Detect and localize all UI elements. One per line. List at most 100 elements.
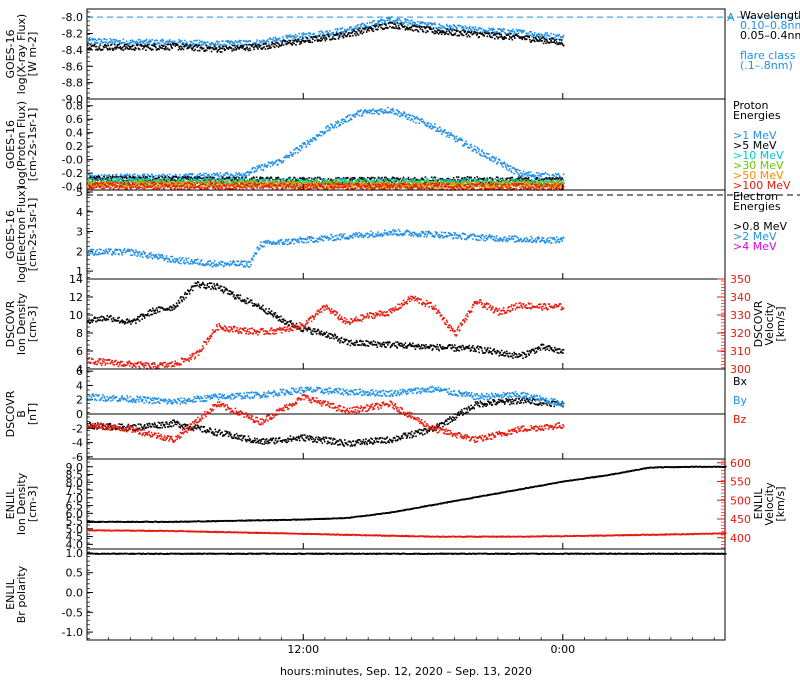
data-point [337, 120, 339, 122]
data-point [265, 43, 267, 45]
data-point [268, 37, 271, 39]
data-point [268, 178, 271, 180]
data-point [255, 183, 257, 185]
data-point [139, 44, 142, 47]
data-point [292, 40, 295, 42]
legend-proton-1: Energies [733, 109, 781, 122]
data-point [199, 186, 202, 188]
data-point [342, 37, 345, 39]
data-point [396, 114, 399, 116]
data-point [491, 36, 494, 39]
data-point [274, 186, 277, 189]
ylabel-proton-0: GOES-16 [4, 120, 17, 169]
data-point [490, 36, 492, 38]
data-point [369, 112, 371, 114]
data-point [128, 178, 130, 180]
data-point [475, 149, 477, 152]
data-point [458, 25, 460, 27]
data-point [491, 177, 494, 180]
data-point [282, 36, 284, 38]
data-point [294, 33, 297, 36]
data-point [309, 143, 311, 146]
data-point [103, 183, 105, 185]
data-point [291, 179, 293, 182]
data-point [398, 180, 400, 182]
data-point [196, 177, 198, 180]
data-point [543, 173, 545, 175]
data-point [416, 178, 419, 181]
data-point [442, 180, 444, 182]
data-point [227, 173, 229, 175]
data-point [280, 40, 282, 42]
data-point [302, 39, 305, 42]
data-point [203, 186, 205, 188]
data-point [486, 177, 489, 180]
data-point [259, 176, 262, 178]
data-point [402, 176, 405, 179]
data-point [440, 27, 443, 30]
data-point [348, 32, 350, 34]
data-point [509, 177, 511, 180]
data-point [417, 181, 419, 184]
data-point [205, 184, 208, 187]
data-point [508, 165, 510, 167]
data-point [345, 121, 348, 123]
data-point [117, 44, 119, 46]
data-point [207, 182, 210, 185]
data-point [95, 42, 97, 44]
data-point [412, 179, 415, 182]
data-point [99, 177, 102, 179]
data-point [562, 173, 565, 176]
data-point [509, 165, 512, 167]
data-point [188, 186, 190, 189]
data-point [357, 23, 359, 26]
data-point [436, 128, 439, 131]
data-point [220, 43, 223, 46]
data-point [136, 180, 138, 183]
data-point [517, 176, 520, 179]
data-point [130, 181, 133, 184]
data-point [342, 178, 344, 180]
data-point [232, 174, 234, 177]
data-point [538, 183, 540, 186]
data-point [118, 178, 121, 181]
data-point [338, 177, 340, 179]
data-point [485, 180, 487, 182]
series-xray-1 [87, 21, 565, 53]
data-point [129, 39, 132, 42]
data-point [389, 182, 391, 184]
data-point [228, 43, 231, 45]
data-point [88, 174, 91, 176]
data-point [476, 29, 479, 32]
data-point [396, 179, 399, 182]
data-point [527, 32, 529, 35]
data-point [143, 184, 146, 187]
data-point [395, 177, 398, 179]
data-point [388, 19, 390, 21]
data-point [343, 179, 345, 182]
data-point [525, 177, 528, 180]
data-point [229, 174, 232, 177]
data-point [524, 177, 526, 180]
data-point [507, 180, 510, 182]
data-point [87, 185, 89, 188]
data-point [122, 46, 124, 49]
data-point [211, 183, 213, 186]
data-point [467, 34, 470, 37]
data-point [476, 146, 479, 149]
data-point [267, 38, 269, 41]
data-point [102, 41, 105, 44]
ytick-label-xray-0: -8.0 [62, 11, 83, 24]
data-point [162, 41, 164, 43]
data-point [98, 178, 100, 180]
data-point [228, 41, 230, 43]
data-point [299, 177, 301, 179]
data-point [300, 32, 303, 35]
data-point [477, 178, 480, 180]
data-point [213, 43, 216, 46]
data-point [151, 39, 153, 41]
data-point [223, 182, 225, 184]
data-point [104, 186, 107, 188]
data-point [212, 42, 214, 45]
data-point [210, 173, 213, 176]
